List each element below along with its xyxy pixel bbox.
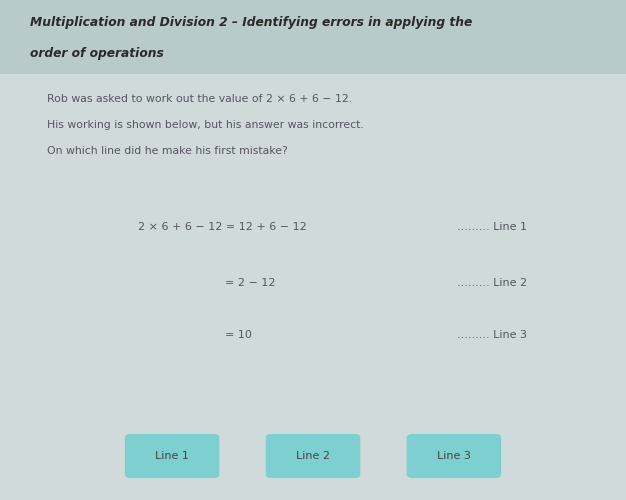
FancyBboxPatch shape	[0, 0, 626, 74]
Text: Line 3: Line 3	[437, 451, 471, 461]
Text: order of operations: order of operations	[30, 47, 164, 60]
FancyBboxPatch shape	[407, 434, 501, 478]
Text: ......... Line 1: ......... Line 1	[457, 222, 527, 232]
Text: ......... Line 3: ......... Line 3	[457, 330, 527, 340]
Text: = 10: = 10	[225, 330, 252, 340]
Text: 2 × 6 + 6 − 12 = 12 + 6 − 12: 2 × 6 + 6 − 12 = 12 + 6 − 12	[138, 222, 307, 232]
Text: = 2 − 12: = 2 − 12	[225, 278, 276, 287]
Text: His working is shown below, but his answer was incorrect.: His working is shown below, but his answ…	[47, 120, 364, 130]
Text: Line 2: Line 2	[296, 451, 330, 461]
Text: Line 1: Line 1	[155, 451, 189, 461]
Text: ......... Line 2: ......... Line 2	[457, 278, 527, 287]
FancyBboxPatch shape	[125, 434, 219, 478]
Text: Rob was asked to work out the value of 2 × 6 + 6 − 12.: Rob was asked to work out the value of 2…	[47, 94, 352, 104]
FancyBboxPatch shape	[265, 434, 361, 478]
Text: Multiplication and Division 2 – Identifying errors in applying the: Multiplication and Division 2 – Identify…	[30, 16, 472, 28]
Text: On which line did he make his first mistake?: On which line did he make his first mist…	[47, 146, 288, 156]
